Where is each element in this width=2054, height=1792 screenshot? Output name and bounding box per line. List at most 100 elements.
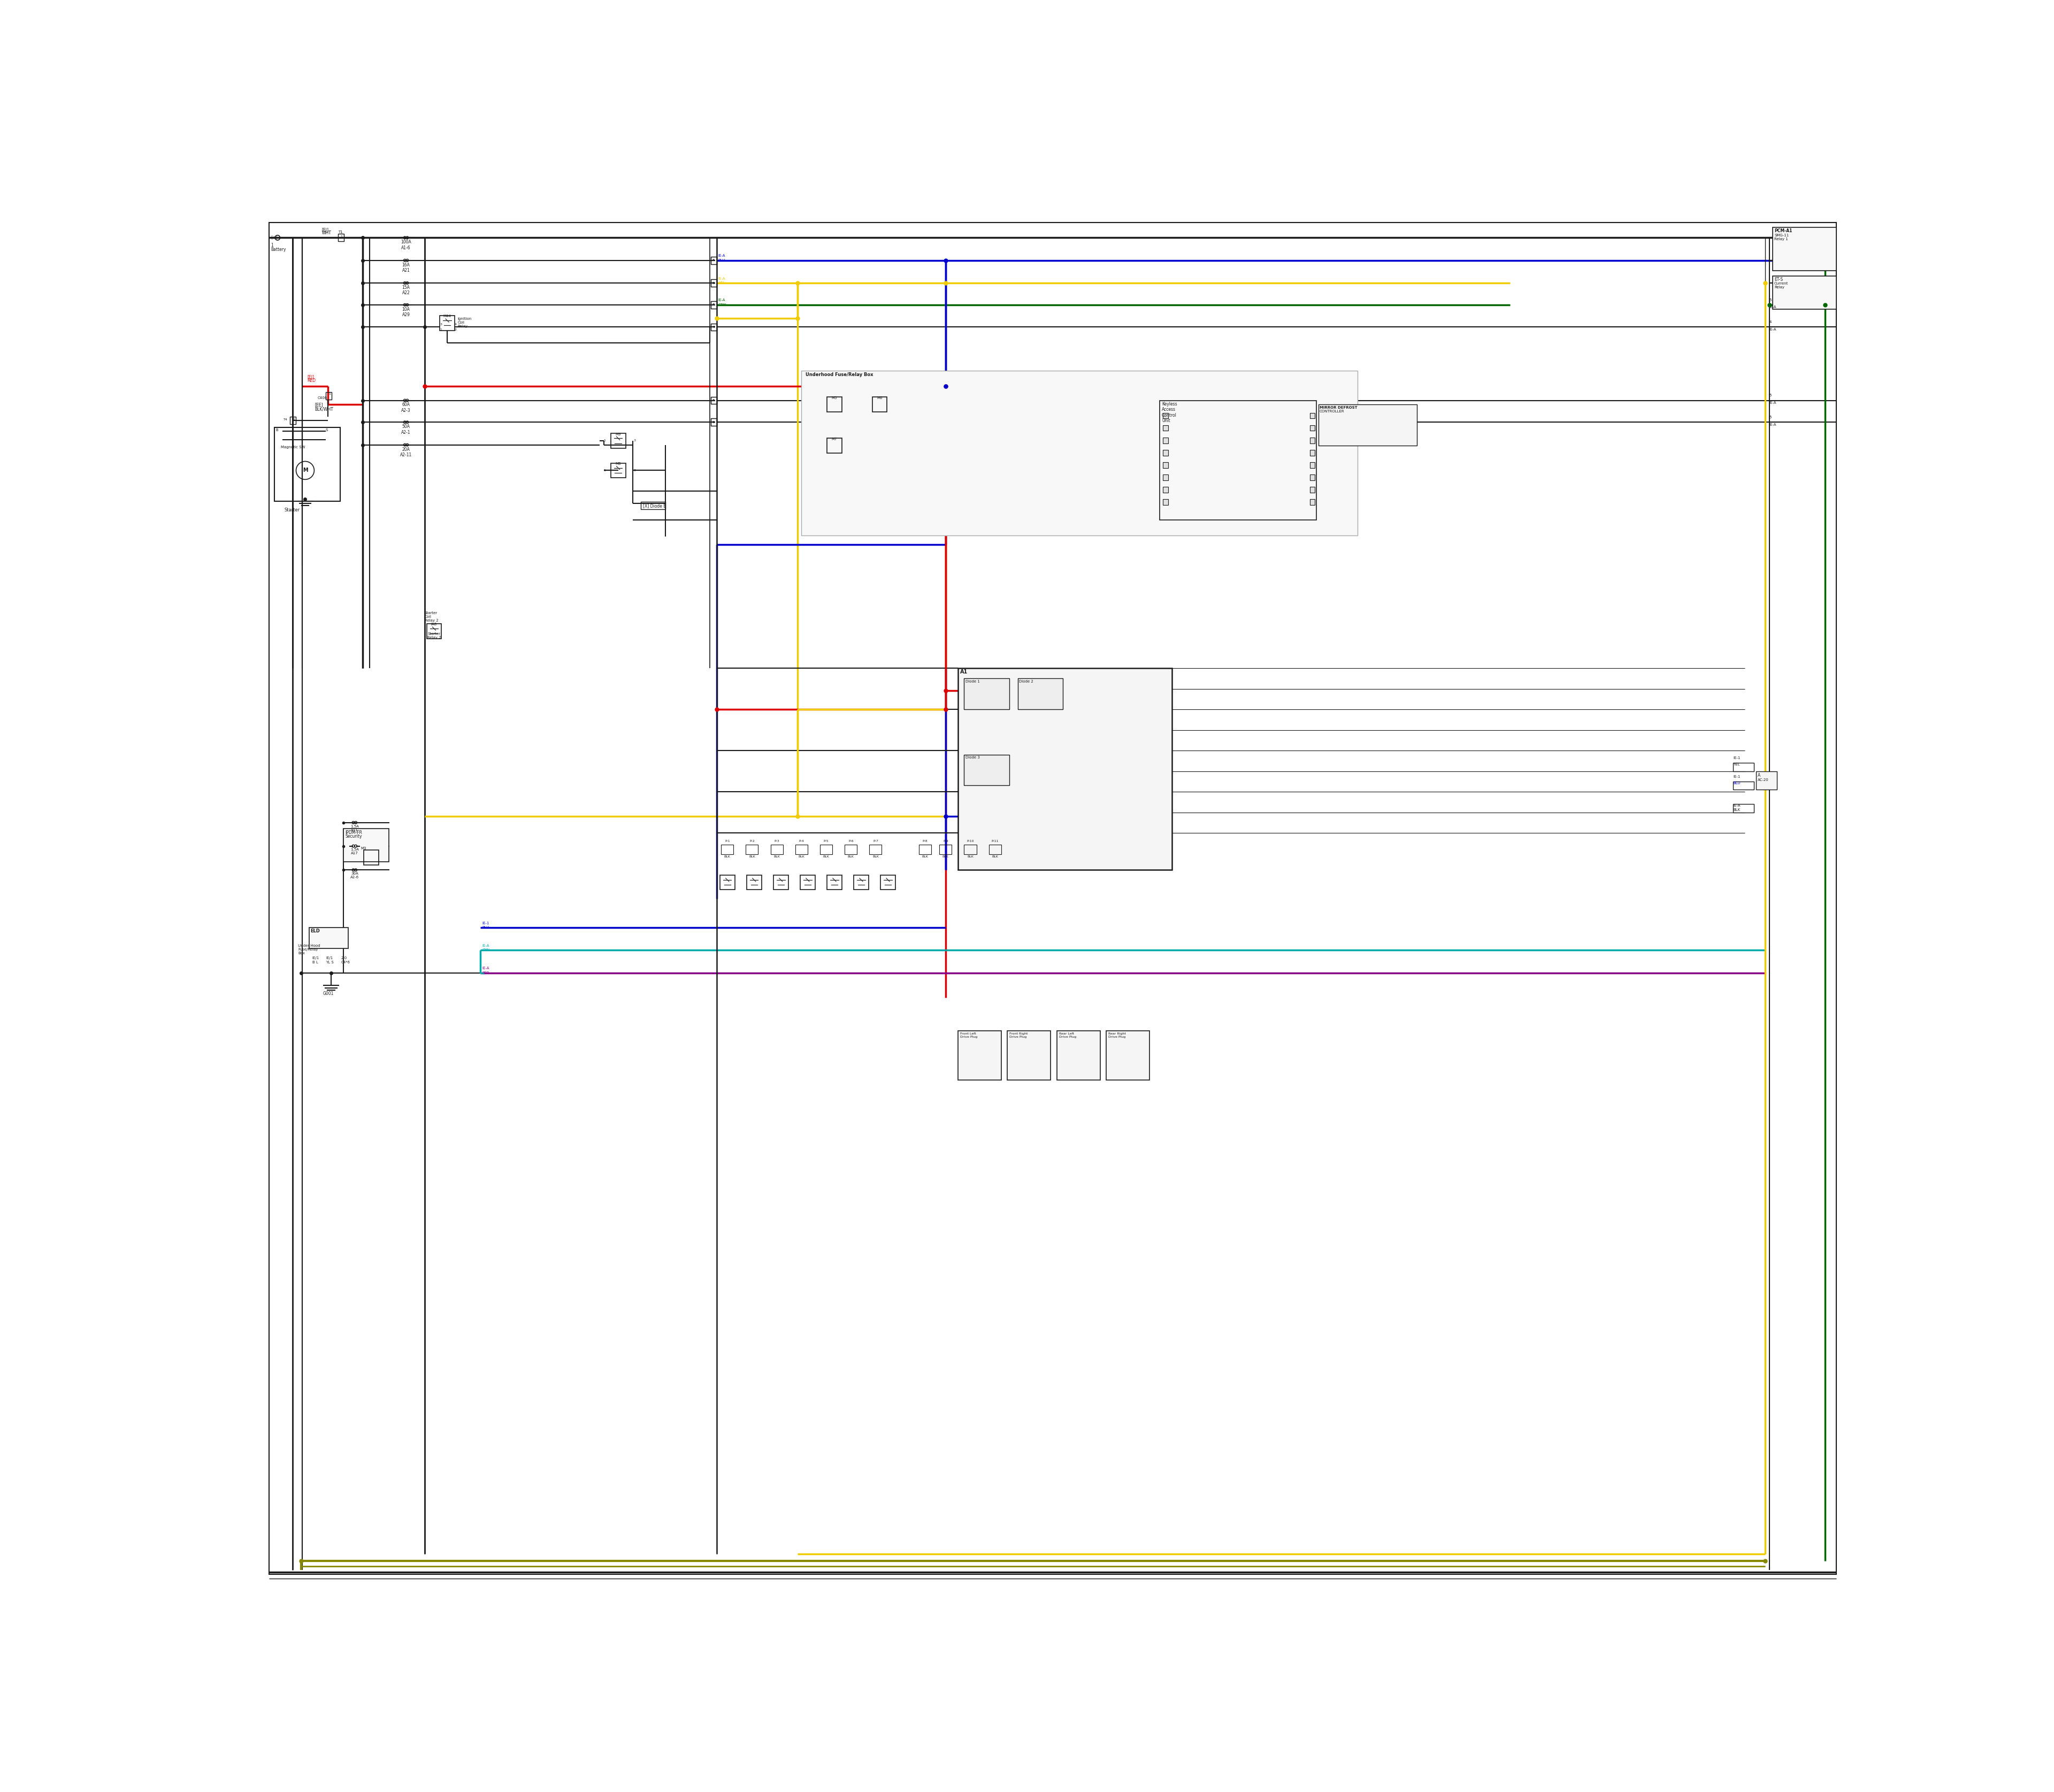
Bar [828,439,842,453]
Text: BLK: BLK [873,855,879,858]
Text: 5: 5 [1768,297,1773,301]
Bar [1163,425,1169,430]
Text: SMG-11: SMG-11 [1775,233,1789,237]
Text: S: S [325,428,329,432]
Text: 3: 3 [635,470,637,471]
Text: BLK: BLK [774,855,781,858]
Text: 60A
A2-3: 60A A2-3 [401,403,411,412]
Text: M7: M7 [832,437,838,441]
Bar [339,235,343,242]
Text: YEL: YEL [1734,763,1740,765]
Bar [1163,487,1169,493]
Text: BLK: BLK [824,855,830,858]
Text: 5: 5 [713,260,715,262]
Bar [711,280,717,287]
Bar [610,462,626,478]
Text: 5: 5 [713,260,715,262]
Bar [1163,475,1169,480]
Text: YL S: YL S [327,961,333,964]
Text: C406: C406 [318,396,327,400]
Text: RED: RED [308,378,316,383]
Text: BLK/WHT: BLK/WHT [314,407,333,412]
Bar [1163,450,1169,455]
Text: M3: M3 [362,848,366,849]
Bar [1161,400,1317,520]
Text: IE-A: IE-A [1768,401,1777,405]
Text: BLU: BLU [1734,781,1740,785]
Text: 1: 1 [341,235,343,238]
Text: Battery: Battery [271,247,286,253]
Text: [EI]: [EI] [322,228,329,233]
Bar [711,323,717,332]
Text: BLU: BLU [483,926,489,930]
Bar [711,280,717,287]
Text: IE-A: IE-A [1768,328,1777,332]
Bar [1310,450,1315,455]
Text: M: M [302,468,308,473]
Text: 5: 5 [713,400,715,401]
Text: P-4: P-4 [799,840,803,842]
Text: Diode 2: Diode 2 [1019,679,1033,683]
Bar [1163,500,1169,505]
Text: P-5: P-5 [824,840,828,842]
Bar [711,419,717,426]
Bar [1310,487,1315,493]
Text: 50A
A2-1: 50A A2-1 [401,425,411,435]
Text: PCM-A1: PCM-A1 [1775,229,1793,233]
Bar [711,301,717,308]
Bar [1756,771,1777,790]
Text: Diode 3: Diode 3 [965,756,980,760]
Bar [801,371,1358,536]
Text: M9: M9 [616,432,620,435]
Text: Keyless
Access
Control
Unit: Keyless Access Control Unit [1163,401,1177,423]
Text: 5: 5 [713,400,715,401]
Text: BLK: BLK [799,855,805,858]
Text: ELD: ELD [310,928,320,934]
Text: IE-A: IE-A [719,278,725,280]
Bar [440,315,454,330]
Bar [1310,462,1315,468]
Text: MIRROR DEFROST: MIRROR DEFROST [1319,405,1358,409]
Text: 1: 1 [329,392,331,396]
Bar [988,844,1000,855]
Text: 1.5A
A17: 1.5A A17 [351,848,359,855]
Bar [873,398,887,412]
Text: ET-S: ET-S [1775,278,1783,281]
Bar [828,874,842,889]
Text: T4: T4 [283,418,288,421]
Text: P-8: P-8 [922,840,928,842]
Bar [327,392,331,400]
Text: 1: 1 [604,470,606,471]
Bar [801,874,815,889]
Text: 100A
A1-6: 100A A1-6 [401,240,411,251]
Text: 5: 5 [1768,394,1773,398]
Bar [711,396,717,405]
Bar [1310,425,1315,430]
Text: BLK: BLK [967,855,974,858]
Text: 4: 4 [1768,321,1773,324]
Text: P-10: P-10 [967,840,974,842]
Text: BLK: BLK [992,855,998,858]
Text: CYN: CYN [483,948,489,952]
Bar [364,849,378,866]
Text: 6: 6 [713,303,715,306]
Text: AC-20: AC-20 [1758,778,1768,781]
Text: 1: 1 [604,439,606,443]
Text: Current: Current [1775,281,1789,285]
Bar [290,418,296,425]
Bar [275,426,341,502]
Text: A: A [1758,772,1760,778]
Text: IE/1: IE/1 [312,957,318,961]
Text: 3: 3 [440,323,442,326]
Bar [774,874,789,889]
Text: CONTROLLER: CONTROLLER [1319,410,1345,414]
Text: 1: 1 [294,418,296,421]
Bar [711,419,717,426]
Text: 4: 4 [713,326,715,328]
Text: IE-A: IE-A [719,254,725,258]
Text: (+): (+) [271,235,277,240]
Text: BLK: BLK [750,855,756,858]
Text: [X] Diode B: [X] Diode B [643,504,665,509]
Text: IE-A: IE-A [719,299,725,301]
Text: 5: 5 [713,281,715,285]
